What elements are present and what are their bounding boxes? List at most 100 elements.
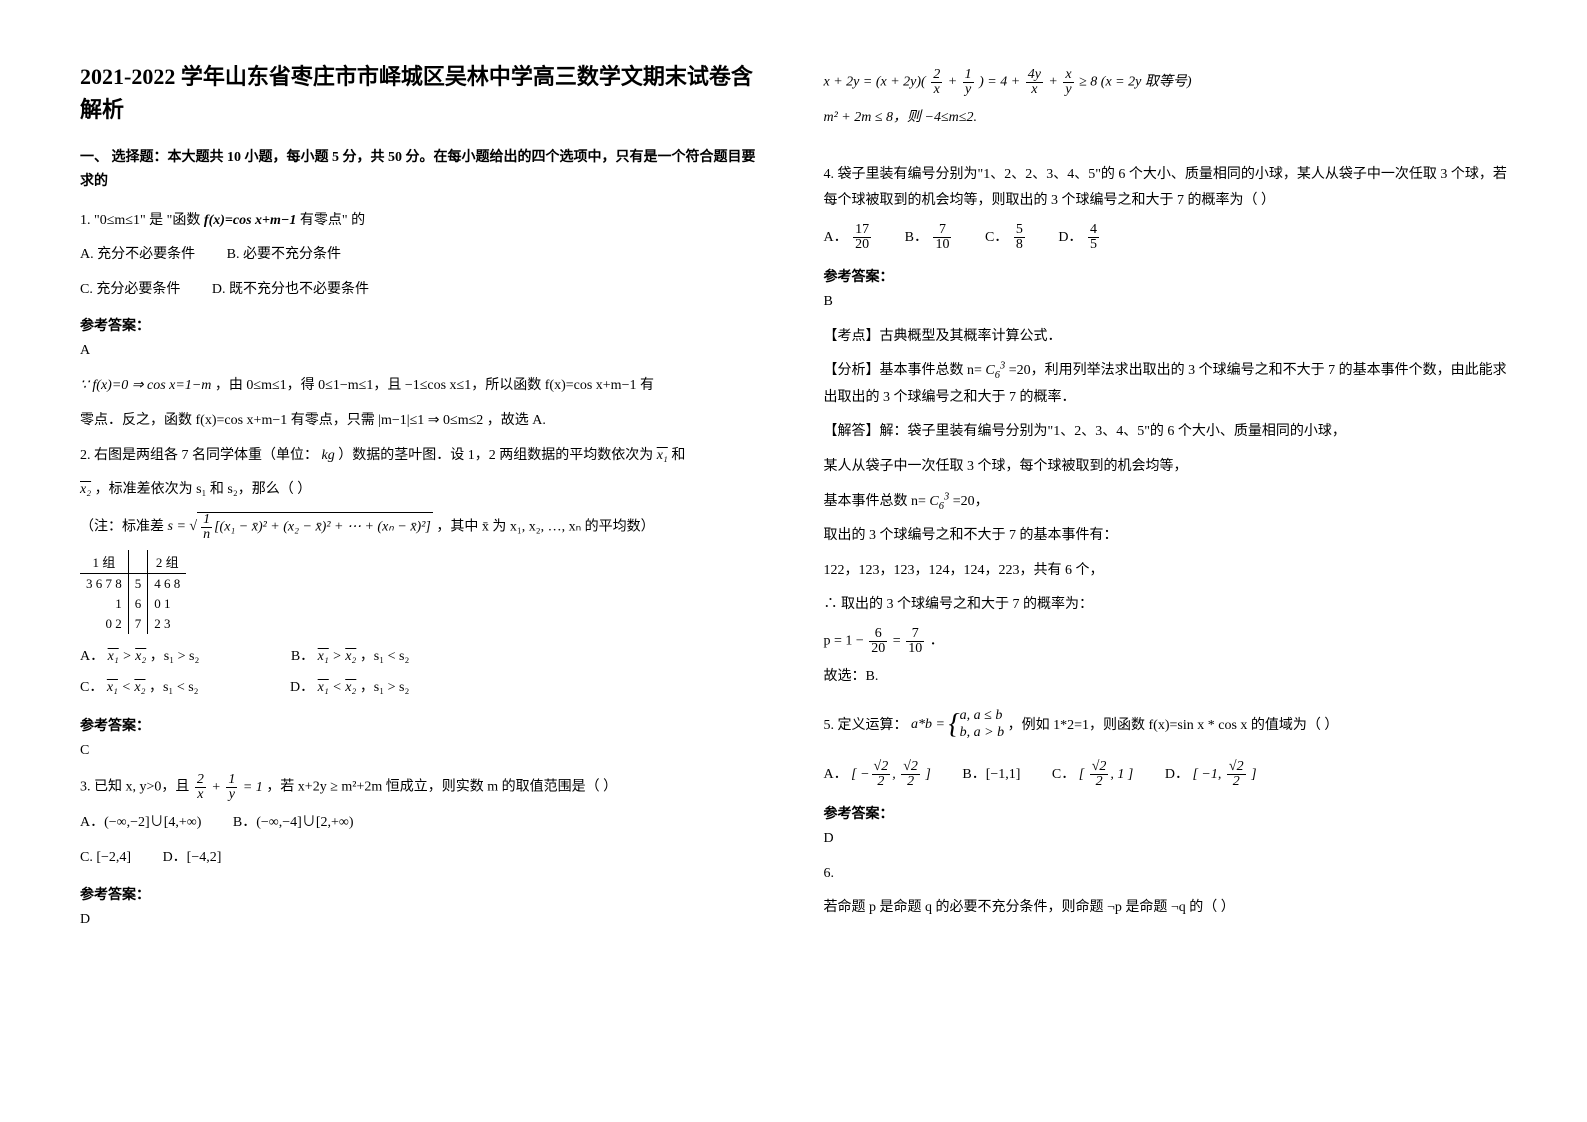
- cell: 3 6 7 8: [80, 573, 128, 594]
- q1-options-row2: C. 充分必要条件 D. 既不充分也不必要条件: [80, 277, 764, 304]
- q1-optA: A. 充分不必要条件: [80, 242, 195, 269]
- cell: 4 6 8: [148, 573, 187, 594]
- q2-stemleaf-table: 1 组 2 组 3 6 7 8 5 4 6 8 1 6 0 1 0 2 7 2 …: [80, 550, 186, 634]
- opt-prefix: D．: [290, 680, 314, 695]
- q4-tag2: 【分析】基本事件总数 n= C63 =20，利用列举法求出取出的 3 个球编号之…: [824, 358, 1508, 411]
- text: 5. 定义运算：: [824, 717, 908, 732]
- cell: 0 2: [80, 614, 128, 634]
- q3-stemb: ，若 x+2y ≥ m²+2m 恒成立，则实数 m 的取值范围是（ ）: [266, 780, 617, 795]
- page-title: 2021-2022 学年山东省枣庄市市峄城区吴林中学高三数学文期末试卷含解析: [80, 60, 764, 126]
- opt-text: ，s₁ < s₂: [149, 680, 199, 695]
- interval: [ √22, 1 ]: [1079, 767, 1134, 782]
- q3-ans-label: 参考答案：: [80, 884, 764, 904]
- q1-optD: D. 既不充分也不必要条件: [212, 277, 369, 304]
- q1-sol1b: ，由 0≤m≤1，得 0≤1−m≤1，且 −1≤cos x≤1，所以函数 f(x…: [215, 378, 654, 393]
- q1-options-row1: A. 充分不必要条件 B. 必要不充分条件: [80, 242, 764, 269]
- q3-optD: D．[−4,2]: [163, 845, 222, 872]
- q5-optD: D． [ −1, √22 ]: [1165, 760, 1257, 791]
- q1-ans-label: 参考答案：: [80, 315, 764, 335]
- q4-ans: B: [824, 294, 1508, 310]
- q4-optD: D． 45: [1058, 223, 1101, 254]
- q1-stem-suffix: 有零点" 的: [300, 213, 365, 228]
- q5-stem: 5. 定义运算： a*b = {a, a ≤ bb, a > b ，例如 1*2…: [824, 699, 1508, 752]
- q2-stem2a: ，标准差依次为 s₁ 和 s₂，那么（ ）: [95, 482, 312, 497]
- q3-optB: B．(−∞,−4]∪[2,+∞): [233, 810, 354, 837]
- q1-sol-1: ∵ f(x)=0 ⇒ cos x=1−m ，由 0≤m≤1，得 0≤1−m≤1，…: [80, 373, 764, 400]
- interval: [ −1, √22 ]: [1192, 767, 1256, 782]
- opt-text: ，s₁ > s₂: [360, 680, 410, 695]
- q1-stem: 1. "0≤m≤1" 是 "函数 f(x)=cos x+m−1 有零点" 的: [80, 208, 764, 235]
- text: 【分析】基本事件总数 n=: [824, 363, 982, 378]
- q1-sol-2: 零点．反之，函数 f(x)=cos x+m−1 有零点，只需 |m−1|≤1 ⇒…: [80, 408, 764, 435]
- group1-label: 1 组: [80, 550, 128, 574]
- cell: 0 1: [148, 594, 187, 614]
- q4-tag1: 【考点】古典概型及其概率计算公式．: [824, 324, 1508, 351]
- q3-ans: D: [80, 912, 764, 928]
- text: p = 1 −: [824, 634, 864, 649]
- q1-ans: A: [80, 343, 764, 359]
- q4-tag9: p = 1 − 620 = 710 ．: [824, 627, 1508, 656]
- q2-optB: B． x₁ > x₂ ，s₁ < s₂: [291, 642, 410, 673]
- text: =20，: [953, 494, 989, 509]
- q3-stem: 3. 已知 x, y>0，且 2x + 1y = 1 ，若 x+2y ≥ m²+…: [80, 773, 764, 802]
- q5-ans-label: 参考答案：: [824, 803, 1508, 823]
- q5-optC: C． [ √22, 1 ]: [1052, 760, 1133, 791]
- q4-tag6: 取出的 3 个球编号之和不大于 7 的基本事件有：: [824, 523, 1508, 550]
- q2-stem-2: x₂ ，标准差依次为 s₁ 和 s₂，那么（ ）: [80, 477, 764, 504]
- cell: 6: [128, 594, 148, 614]
- group2-label: 2 组: [148, 550, 187, 574]
- q2-optD: D． x₁ < x₂ ，s₁ > s₂: [290, 673, 409, 704]
- table-row: 3 6 7 8 5 4 6 8: [80, 573, 186, 594]
- q5-options: A． [ −√22, √22 ] B．[−1,1] C． [ √22, 1 ] …: [824, 760, 1508, 791]
- q2-ans: C: [80, 743, 764, 759]
- left-column: 2021-2022 学年山东省枣庄市市峄城区吴林中学高三数学文期末试卷含解析 一…: [80, 60, 764, 942]
- q4-tag3: 【解答】解：袋子里装有编号分别为"1、2、3、4、5"的 6 个大小、质量相同的…: [824, 419, 1508, 446]
- opt-ineq: x₁ < x₂: [318, 680, 357, 695]
- comb: C63: [929, 494, 949, 509]
- q4-optB: B． 710: [905, 223, 954, 254]
- section-1-head: 一、 选择题：本大题共 10 小题，每小题 5 分，共 50 分。在每小题给出的…: [80, 146, 764, 194]
- q5-piecewise: a*b = {a, a ≤ bb, a > b: [911, 717, 1008, 732]
- stem-col-head: [128, 550, 148, 574]
- q5-optB: B．[−1,1]: [962, 760, 1020, 791]
- q2-stem1a: 2. 右图是两组各 7 名同学体重（单位：: [80, 448, 318, 463]
- text: ，例如 1*2=1，则函数 f(x)=sin x * cos x 的值域为（ ）: [1008, 717, 1339, 732]
- q2-note: （注：标准差 s = √1n[(x₁ − x̄)² + (x₂ − x̄)² +…: [80, 512, 764, 542]
- q3-sol-line1: x + 2y = (x + 2y)( 2x + 1y ) = 4 + 4yx +…: [824, 68, 1508, 97]
- opt-text: ，s₁ < s₂: [360, 649, 410, 664]
- q2-notea: （注：标准差: [80, 519, 164, 534]
- q5-ans: D: [824, 831, 1508, 847]
- opt-prefix: D．: [1058, 230, 1082, 245]
- text: ) = 4 +: [979, 75, 1020, 90]
- q4-tag10: 故选：B.: [824, 664, 1508, 691]
- cell: 1: [80, 594, 128, 614]
- q4-stem: 4. 袋子里装有编号分别为"1、2、2、3、4、5"的 6 个大小、质量相同的小…: [824, 162, 1508, 215]
- q4-tag7: 122，123，123，124，124，223，共有 6 个，: [824, 558, 1508, 585]
- q2-std-formula: s = √1n[(x₁ − x̄)² + (x₂ − x̄)² + ⋯ + (x…: [168, 519, 437, 534]
- q3-sol-line2: m² + 2m ≤ 8，则 −4≤m≤2.: [824, 105, 1508, 132]
- opt-text: ，s₁ > s₂: [150, 649, 200, 664]
- q3-optA: A．(−∞,−2]∪[4,+∞): [80, 810, 201, 837]
- opt-ineq: x₁ > x₂: [108, 649, 147, 664]
- q1-optB: B. 必要不充分条件: [227, 242, 341, 269]
- q4-options: A． 1720 B． 710 C． 58 D． 45: [824, 223, 1508, 254]
- q5-optA: A． [ −√22, √22 ]: [824, 760, 931, 791]
- q2-optA: A． x₁ > x₂ ，s₁ > s₂: [80, 642, 199, 673]
- text: x + 2y = (x + 2y)(: [824, 75, 926, 90]
- cell: 7: [128, 614, 148, 634]
- q2-ans-label: 参考答案：: [80, 715, 764, 735]
- text: ．: [930, 634, 944, 649]
- opt-prefix: B．: [905, 230, 928, 245]
- q6-stem: 若命题 p 是命题 q 的必要不充分条件，则命题 ¬p 是命题 ¬q 的（ ）: [824, 895, 1508, 922]
- q1-sol2a: 零点．反之，函数 f(x)=cos x+m−1 有零点，只需 |m−1|≤1 ⇒…: [80, 413, 483, 428]
- opt-prefix: C．: [985, 230, 1008, 245]
- text: 基本事件总数 n=: [824, 494, 926, 509]
- q2-stem1c: 和: [671, 448, 685, 463]
- exam-page: 2021-2022 学年山东省枣庄市市峄城区吴林中学高三数学文期末试卷含解析 一…: [0, 0, 1587, 1002]
- opt-prefix: A．: [824, 767, 848, 782]
- q3-cond: 2x + 1y = 1: [193, 780, 266, 795]
- q3-options-row1: A．(−∞,−2]∪[4,+∞) B．(−∞,−4]∪[2,+∞): [80, 810, 764, 837]
- table-row: 1 6 0 1: [80, 594, 186, 614]
- q2-noteb: ，其中 x̄ 为 x₁, x₂, …, xₙ 的平均数）: [436, 519, 654, 534]
- table-header: 1 组 2 组: [80, 550, 186, 574]
